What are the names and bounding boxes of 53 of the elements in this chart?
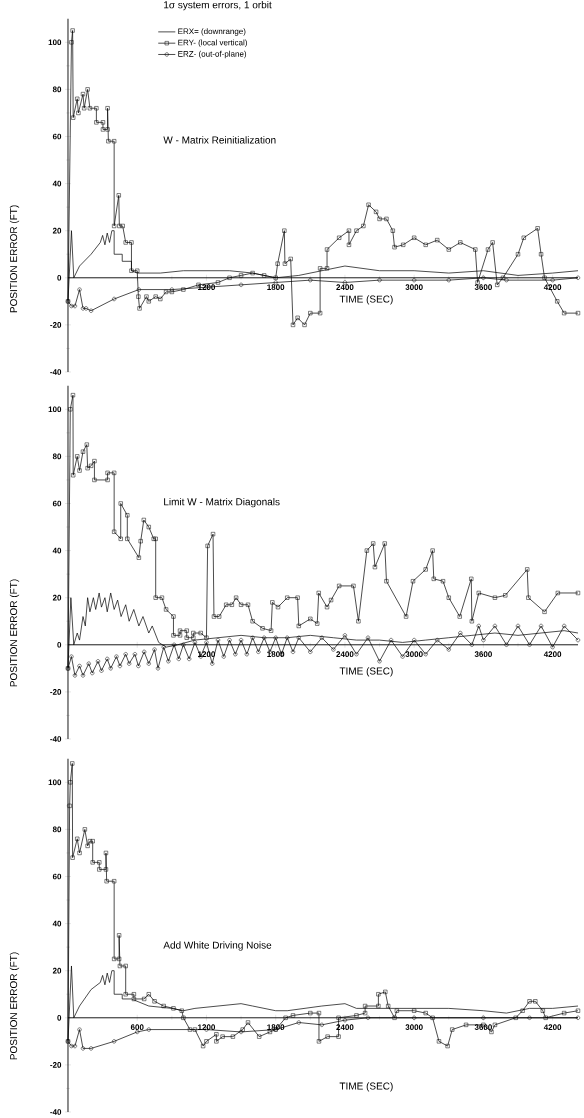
y-tick-label: 0	[57, 641, 62, 648]
y-tick-label: -20	[50, 1062, 62, 1068]
y-tick-label: 20	[52, 967, 62, 974]
y-tick-label: 80	[52, 86, 62, 93]
annotation: Limit W - Matrix Diagonals	[164, 498, 280, 508]
y-tick-label: 100	[48, 406, 62, 413]
x-tick-label: 1800	[267, 651, 285, 657]
x-tick-label: 3000	[405, 1024, 423, 1031]
y-tick-label: 80	[52, 453, 62, 460]
legend-label: ERX= (downrange)	[178, 28, 246, 36]
y-tick-label: 20	[52, 227, 62, 234]
x-tick-label: 1200	[198, 1024, 216, 1030]
x-tick-label: 3000	[405, 651, 423, 658]
y-tick-label: -20	[50, 689, 62, 695]
y-tick-label: -40	[50, 1109, 62, 1115]
x-tick-label: 600	[130, 1024, 144, 1030]
y-tick-label: 20	[52, 594, 62, 601]
x-axis-title: TIME (SEC)	[339, 1082, 393, 1092]
y-tick-label: 100	[48, 779, 62, 786]
x-tick-label: 3600	[474, 651, 492, 658]
y-axis-title: POSITION ERROR (FT)	[9, 205, 20, 313]
y-tick-label: 60	[52, 873, 62, 880]
y-axis-title: POSITION ERROR (FT)	[9, 579, 20, 687]
y-tick-label: 0	[57, 1014, 62, 1021]
annotation: W - Matrix Reinitialization	[163, 136, 276, 144]
y-tick-label: -40	[50, 369, 62, 375]
chart-title: 1σ system errors, 1 orbit	[164, 1, 272, 11]
y-tick-label: -40	[50, 736, 62, 742]
x-tick-label: 4200	[543, 651, 562, 657]
y-tick-label: 40	[52, 180, 62, 187]
x-tick-label: 1800	[267, 1024, 285, 1030]
x-axis-title: TIME (SEC)	[339, 667, 393, 677]
legend-label: ERZ- (out-of-plane)	[178, 50, 247, 59]
x-axis-title: TIME (SEC)	[339, 295, 393, 305]
y-tick-label: -20	[50, 322, 62, 328]
y-axis-title: POSITION ERROR (FT)	[9, 952, 20, 1060]
x-tick-label: 4200	[543, 1024, 562, 1030]
annotation: Add White Driving Noise	[163, 941, 272, 951]
y-tick-label: 100	[48, 39, 62, 46]
x-tick-label: 4200	[543, 284, 562, 290]
y-tick-label: 60	[52, 500, 62, 507]
x-tick-label: 2400	[336, 651, 354, 657]
legend-label: ERY- (local vertical)	[178, 39, 247, 47]
x-tick-label: 1200	[198, 284, 216, 290]
x-tick-label: 2400	[336, 284, 354, 290]
y-tick-label: 40	[52, 547, 62, 554]
y-tick-label: 80	[52, 826, 62, 833]
x-tick-label: 1800	[267, 284, 285, 290]
y-tick-label: 40	[52, 920, 62, 927]
y-tick-label: 60	[52, 133, 62, 140]
x-tick-label: 3000	[405, 284, 423, 290]
x-tick-label: 3600	[474, 284, 492, 290]
y-tick-label: 0	[57, 274, 62, 281]
